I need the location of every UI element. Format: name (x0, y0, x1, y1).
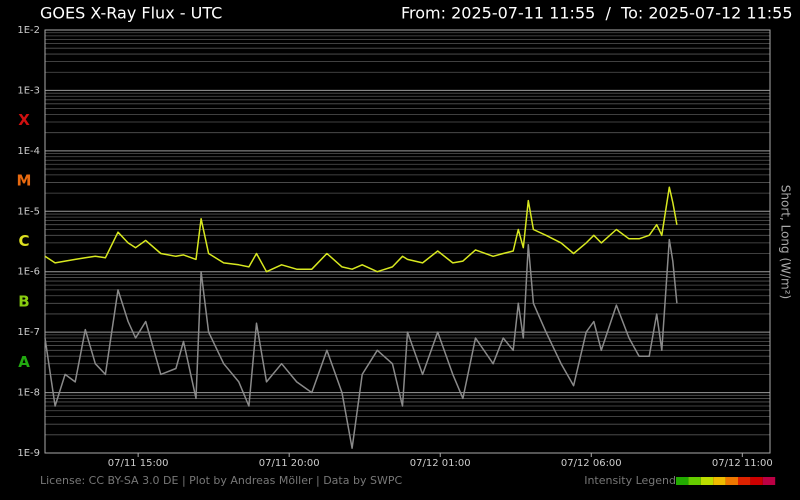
y-tick-label: 1E-3 (17, 85, 40, 96)
legend-swatch (700, 477, 714, 485)
class-label: A (18, 353, 30, 371)
y-tick-label: 1E-5 (17, 206, 40, 217)
legend-swatch (688, 477, 701, 485)
x-tick-label: 07/12 01:00 (410, 458, 471, 469)
y-tick-label: 1E-2 (17, 25, 40, 36)
legend-swatch (762, 477, 776, 485)
plot-frame (44, 29, 771, 454)
footer: License: CC BY-SA 3.0 DE | Plot by Andre… (40, 474, 402, 487)
legend-label: Intensity Legend (584, 474, 676, 487)
y-tick-label: 1E-7 (17, 327, 40, 338)
x-tick-label: 07/11 20:00 (259, 458, 320, 469)
y-tick-label: 1E-4 (17, 146, 40, 157)
legend-swatch (713, 477, 726, 485)
class-label: C (18, 232, 29, 250)
series-line (44, 186, 678, 273)
class-label: X (18, 111, 30, 129)
series-line (44, 238, 678, 449)
legend-swatch (676, 477, 689, 485)
y-tick-label: 1E-6 (17, 267, 40, 278)
x-tick-label: 07/12 11:00 (712, 458, 773, 469)
class-label: M (17, 172, 32, 190)
y-axis-label: Short, Long (W/m²) (779, 185, 793, 299)
x-tick-label: 07/12 06:00 (561, 458, 622, 469)
chart-subtitle: From: 2025-07-11 11:55 / To: 2025-07-12 … (401, 4, 793, 23)
legend-swatch (725, 477, 738, 485)
x-tick-label: 07/11 15:00 (108, 458, 169, 469)
chart-title: GOES X-Ray Flux - UTC (40, 4, 222, 23)
class-label: B (18, 292, 29, 310)
y-tick-label: 1E-8 (17, 388, 40, 399)
legend-swatch (738, 477, 751, 485)
legend-swatch (750, 477, 763, 485)
y-tick-label: 1E-9 (17, 448, 40, 459)
